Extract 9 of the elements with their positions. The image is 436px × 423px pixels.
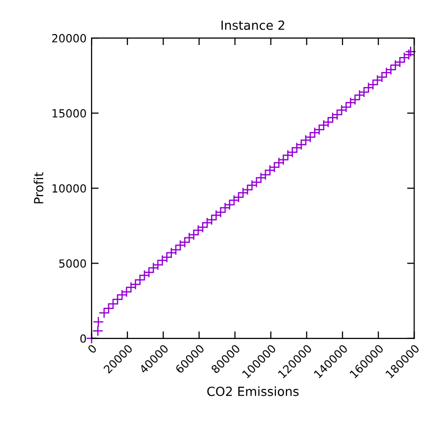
y-tick-label: 10000 (52, 184, 86, 193)
y-tick-label: 5000 (59, 259, 86, 268)
x-tick-label: 0 (87, 344, 98, 354)
y-tick-label: 0 (80, 334, 86, 343)
y-tick-label: 20000 (52, 34, 86, 42)
y-axis-title: Profit (34, 172, 44, 204)
x-axis-title: CO2 Emissions (207, 386, 299, 396)
y-tick-label: 15000 (52, 109, 86, 118)
chart-title: Instance 2 (222, 20, 284, 30)
